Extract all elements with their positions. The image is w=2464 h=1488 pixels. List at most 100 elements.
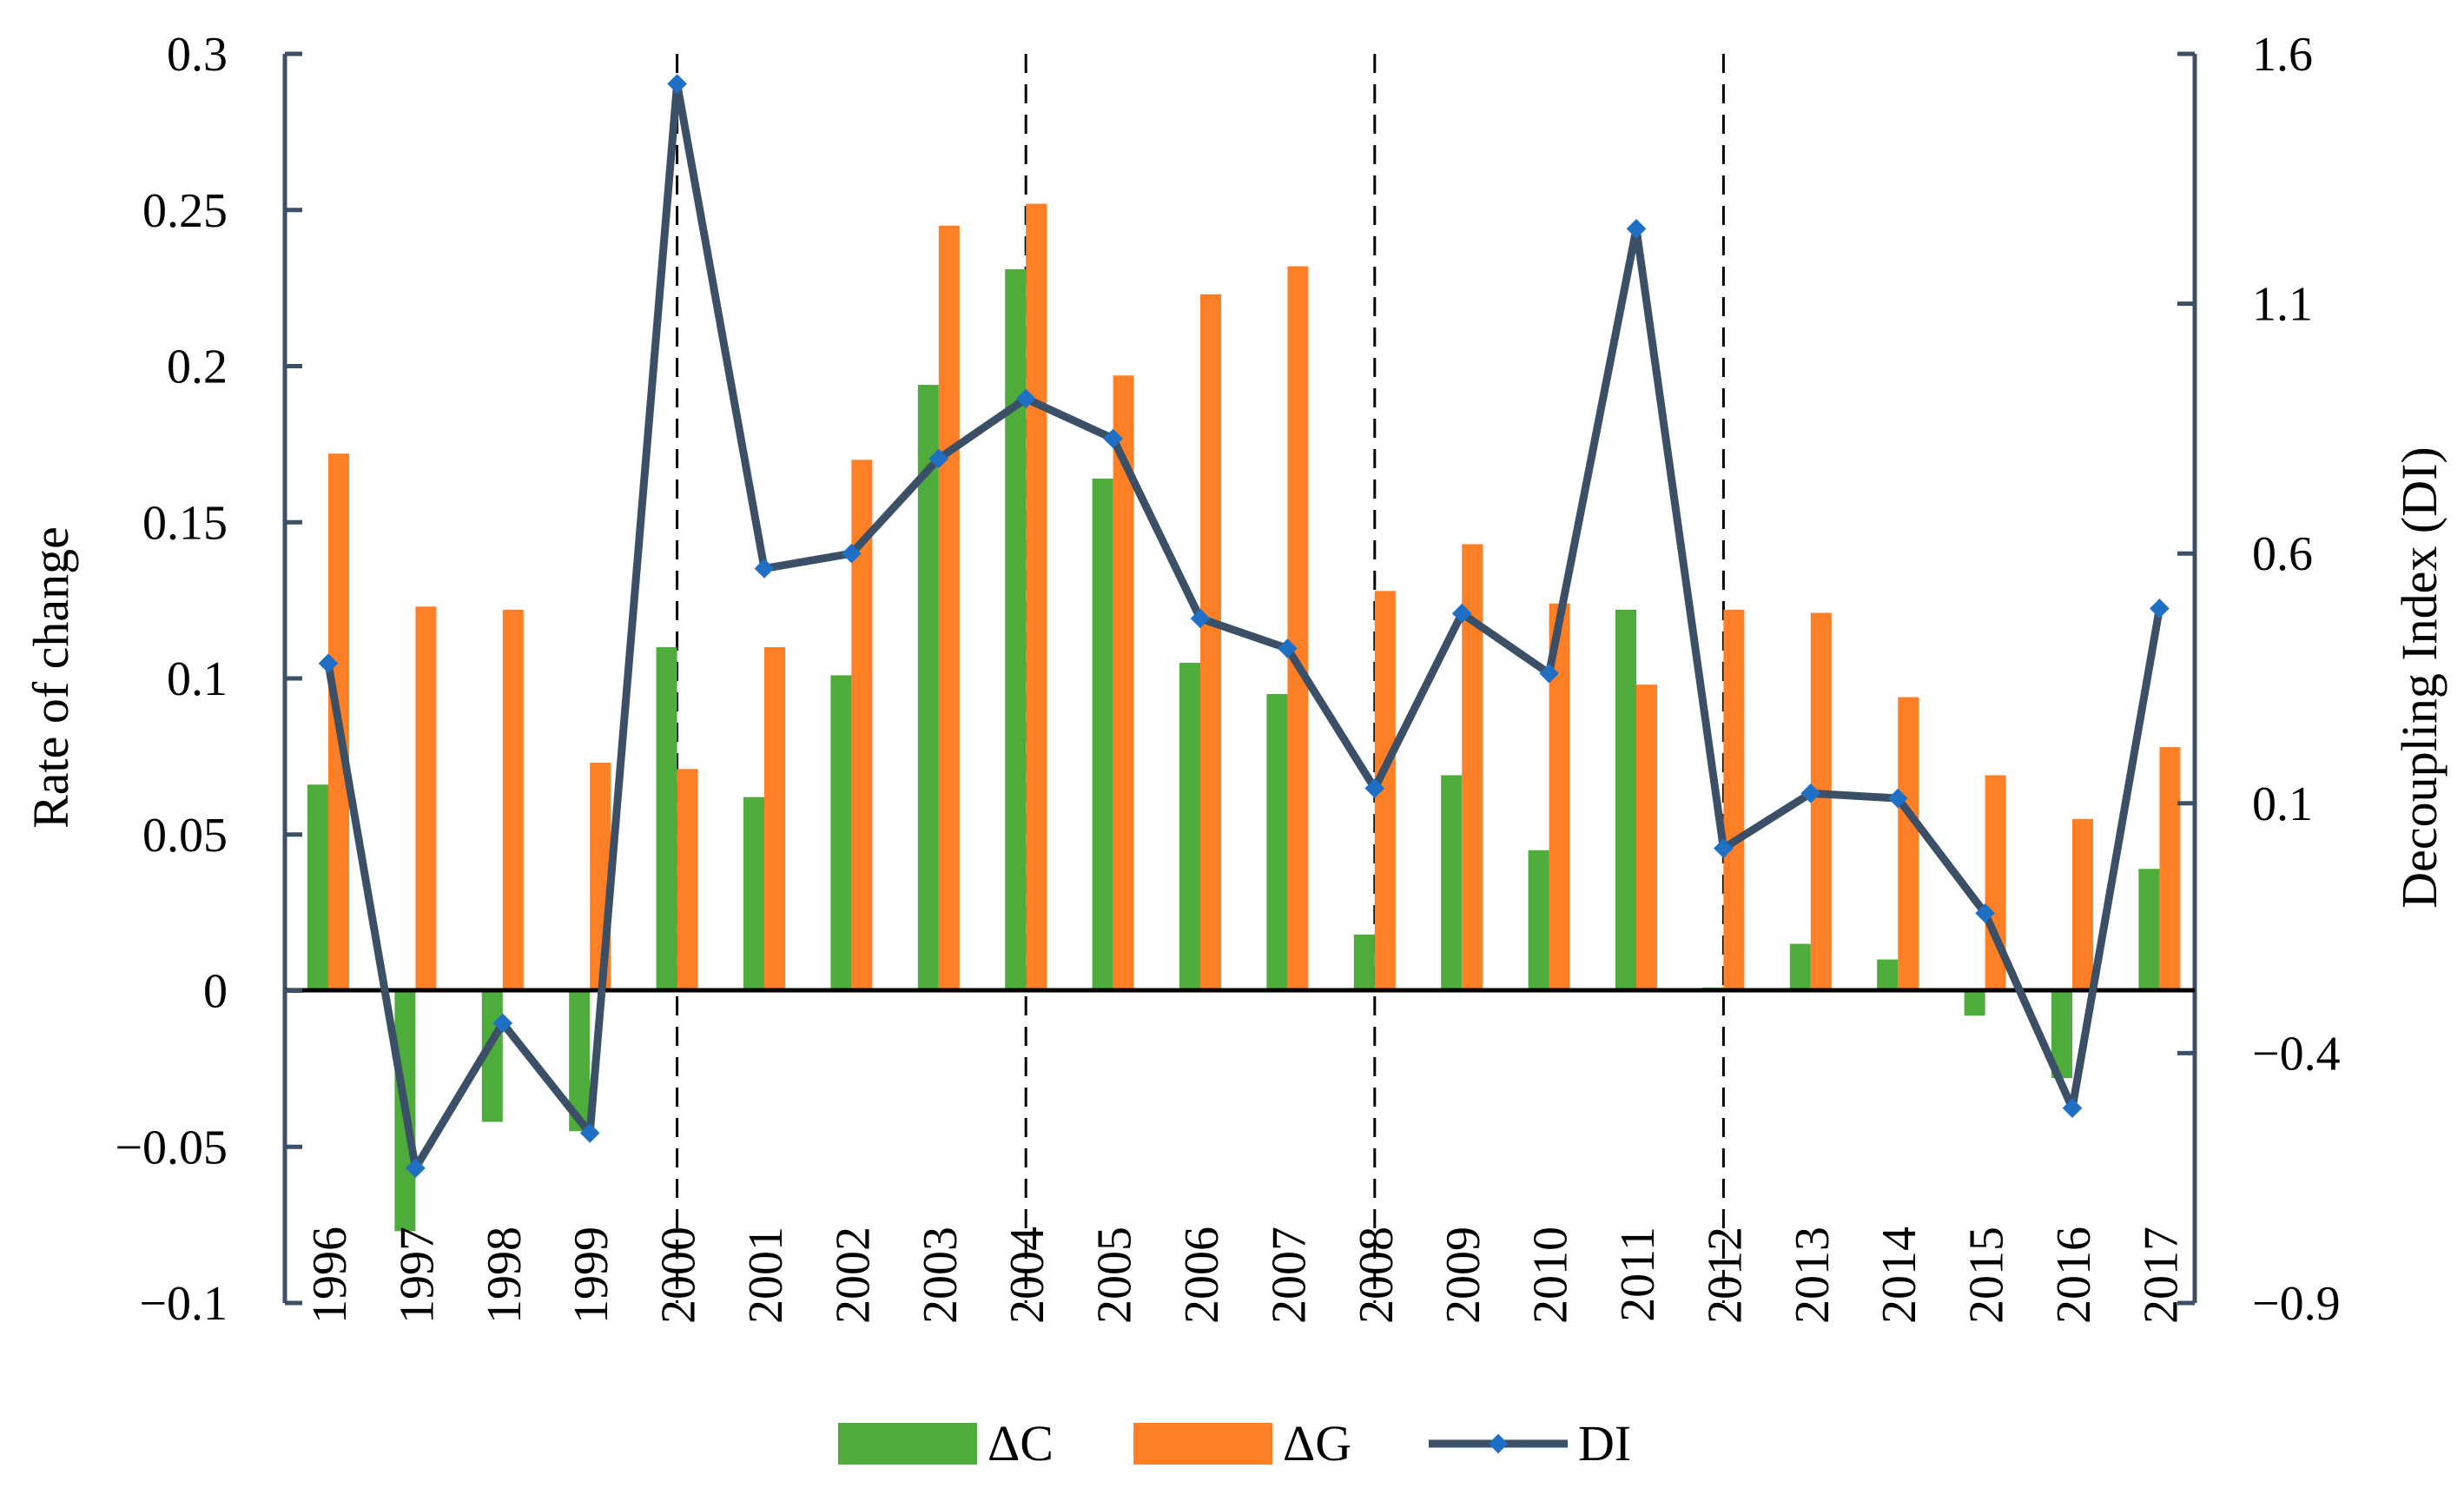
y2-axis-label: Decoupling Index (DI): [2391, 446, 2447, 909]
di-point-2000: [667, 74, 687, 94]
left-tick-label: 0.25: [142, 184, 228, 238]
bar-delta-g-2003: [938, 225, 960, 991]
legend-label-delta-c: ΔC: [988, 1415, 1054, 1471]
left-tick-label: −0.05: [115, 1121, 228, 1174]
left-tick-label: −0.1: [139, 1277, 228, 1331]
bar-delta-g-2001: [764, 647, 785, 991]
bar-delta-c-2001: [743, 797, 764, 991]
x-tick-label-2009: 2009: [1437, 1227, 1490, 1324]
bar-delta-c-2013: [1789, 943, 1811, 991]
right-tick-label: 0.6: [2252, 527, 2313, 581]
bar-delta-c-2007: [1266, 693, 1288, 991]
di-point-1997: [406, 1158, 426, 1179]
x-tick-label-2006: 2006: [1175, 1227, 1229, 1324]
di-point-2010: [1539, 663, 1559, 684]
bar-delta-c-2010: [1528, 850, 1549, 991]
x-tick-label-2004: 2004: [1001, 1227, 1054, 1324]
x-axis-tick-labels: 1996 1997 1998 1999 2000 2001 2002 2003 2004 2005…: [303, 1227, 2188, 1324]
x-tick-label-2010: 2010: [1524, 1227, 1578, 1324]
di-point-2015: [1975, 903, 1995, 923]
right-tick-label: 0.1: [2252, 777, 2313, 831]
right-tick-label: 1.1: [2252, 278, 2313, 332]
left-tick-label: 0.1: [167, 652, 228, 706]
x-tick-label-2017: 2017: [2134, 1227, 2188, 1324]
di-point-2004: [1015, 388, 1036, 409]
bar-delta-g-2011: [1636, 684, 1657, 991]
di-point-2002: [842, 543, 862, 564]
legend-label-delta-g: ΔG: [1283, 1415, 1351, 1471]
di-point-2013: [1800, 783, 1821, 804]
di-point-1996: [318, 653, 339, 674]
left-tick-label: 0: [203, 965, 228, 1019]
x-tick-label-1997: 1997: [390, 1227, 444, 1324]
bar-delta-c-2004: [1005, 269, 1027, 991]
di-point-2017: [2150, 599, 2170, 618]
di-point-2011: [1626, 219, 1647, 239]
legend-swatch-delta-c: [838, 1423, 977, 1465]
di-point-2003: [928, 448, 949, 469]
bar-delta-g-1997: [415, 606, 437, 991]
left-tick-label: 0.05: [142, 809, 228, 863]
bar-delta-c-2002: [830, 675, 852, 991]
bar-delta-g-2000: [677, 769, 698, 991]
di-point-2008: [1364, 778, 1385, 798]
bar-delta-g-2004: [1026, 203, 1047, 991]
di-point-2009: [1451, 603, 1472, 624]
bar-delta-c-2014: [1877, 959, 1899, 991]
x-tick-label-2011: 2011: [1611, 1227, 1665, 1322]
right-tick-label: −0.9: [2252, 1277, 2341, 1331]
x-tick-label-1996: 1996: [303, 1227, 357, 1324]
bar-delta-g-2012: [1723, 609, 1745, 991]
di-series: [318, 74, 2170, 1179]
bar-delta-c-2005: [1092, 478, 1113, 991]
bar-delta-c-2000: [656, 647, 677, 991]
right-tick-label: 1.6: [2252, 28, 2313, 82]
bar-delta-c-2017: [2138, 869, 2160, 991]
left-axis-ticks: 0.3 0.25 0.2 0.15 0.1 0.05 0 −0.05 −0.1: [115, 28, 302, 1331]
bar-delta-c-2009: [1441, 775, 1463, 991]
bar-delta-g-1998: [502, 609, 524, 991]
x-tick-label-2016: 2016: [2047, 1227, 2101, 1324]
x-tick-label-2014: 2014: [1873, 1227, 1926, 1324]
di-point-2016: [2062, 1098, 2083, 1118]
x-tick-label-2002: 2002: [826, 1227, 880, 1324]
di-point-2005: [1103, 428, 1123, 449]
bar-delta-c-2011: [1615, 609, 1636, 991]
bar-delta-c-2008: [1353, 934, 1375, 991]
bar-delta-g-2016: [2072, 818, 2093, 991]
x-tick-label-2013: 2013: [1786, 1227, 1840, 1324]
legend-swatch-delta-g: [1133, 1423, 1272, 1465]
x-tick-label-1999: 1999: [565, 1227, 618, 1324]
delta-g-bars: [328, 203, 2181, 991]
x-tick-label-2007: 2007: [1262, 1227, 1316, 1324]
bar-delta-g-2014: [1898, 697, 1919, 991]
bar-delta-g-2013: [1810, 612, 1832, 991]
di-point-2006: [1190, 608, 1211, 629]
di-point-2007: [1278, 638, 1298, 658]
legend: ΔC ΔG DI: [838, 1415, 1631, 1471]
x-tick-label-2005: 2005: [1088, 1227, 1142, 1324]
di-line-path: [324, 80, 2163, 1173]
bar-delta-g-2007: [1287, 266, 1309, 991]
right-tick-label: −0.4: [2252, 1027, 2341, 1081]
di-point-2012: [1714, 838, 1734, 858]
x-tick-label-2012: 2012: [1698, 1227, 1752, 1324]
left-tick-label: 0.3: [167, 28, 228, 82]
left-tick-label: 0.2: [167, 341, 228, 394]
legend-label-di: DI: [1578, 1415, 1631, 1471]
x-tick-label-1998: 1998: [478, 1227, 532, 1324]
di-point-2014: [1887, 788, 1908, 809]
bar-delta-c-1996: [307, 784, 328, 991]
bar-delta-c-2015: [1964, 990, 1985, 1016]
x-tick-label-2008: 2008: [1350, 1227, 1404, 1324]
y-axis-label: Rate of change: [23, 526, 79, 829]
x-tick-label-2000: 2000: [652, 1227, 706, 1324]
di-point-2001: [754, 559, 775, 579]
bar-delta-c-2006: [1179, 663, 1200, 991]
di-point-1998: [492, 1013, 513, 1034]
x-tick-label-2001: 2001: [739, 1227, 793, 1324]
bar-delta-g-2017: [2159, 747, 2181, 991]
left-tick-label: 0.15: [142, 496, 228, 550]
right-axis-ticks: 1.6 1.1 0.6 0.1 −0.4 −0.9: [2177, 28, 2341, 1331]
